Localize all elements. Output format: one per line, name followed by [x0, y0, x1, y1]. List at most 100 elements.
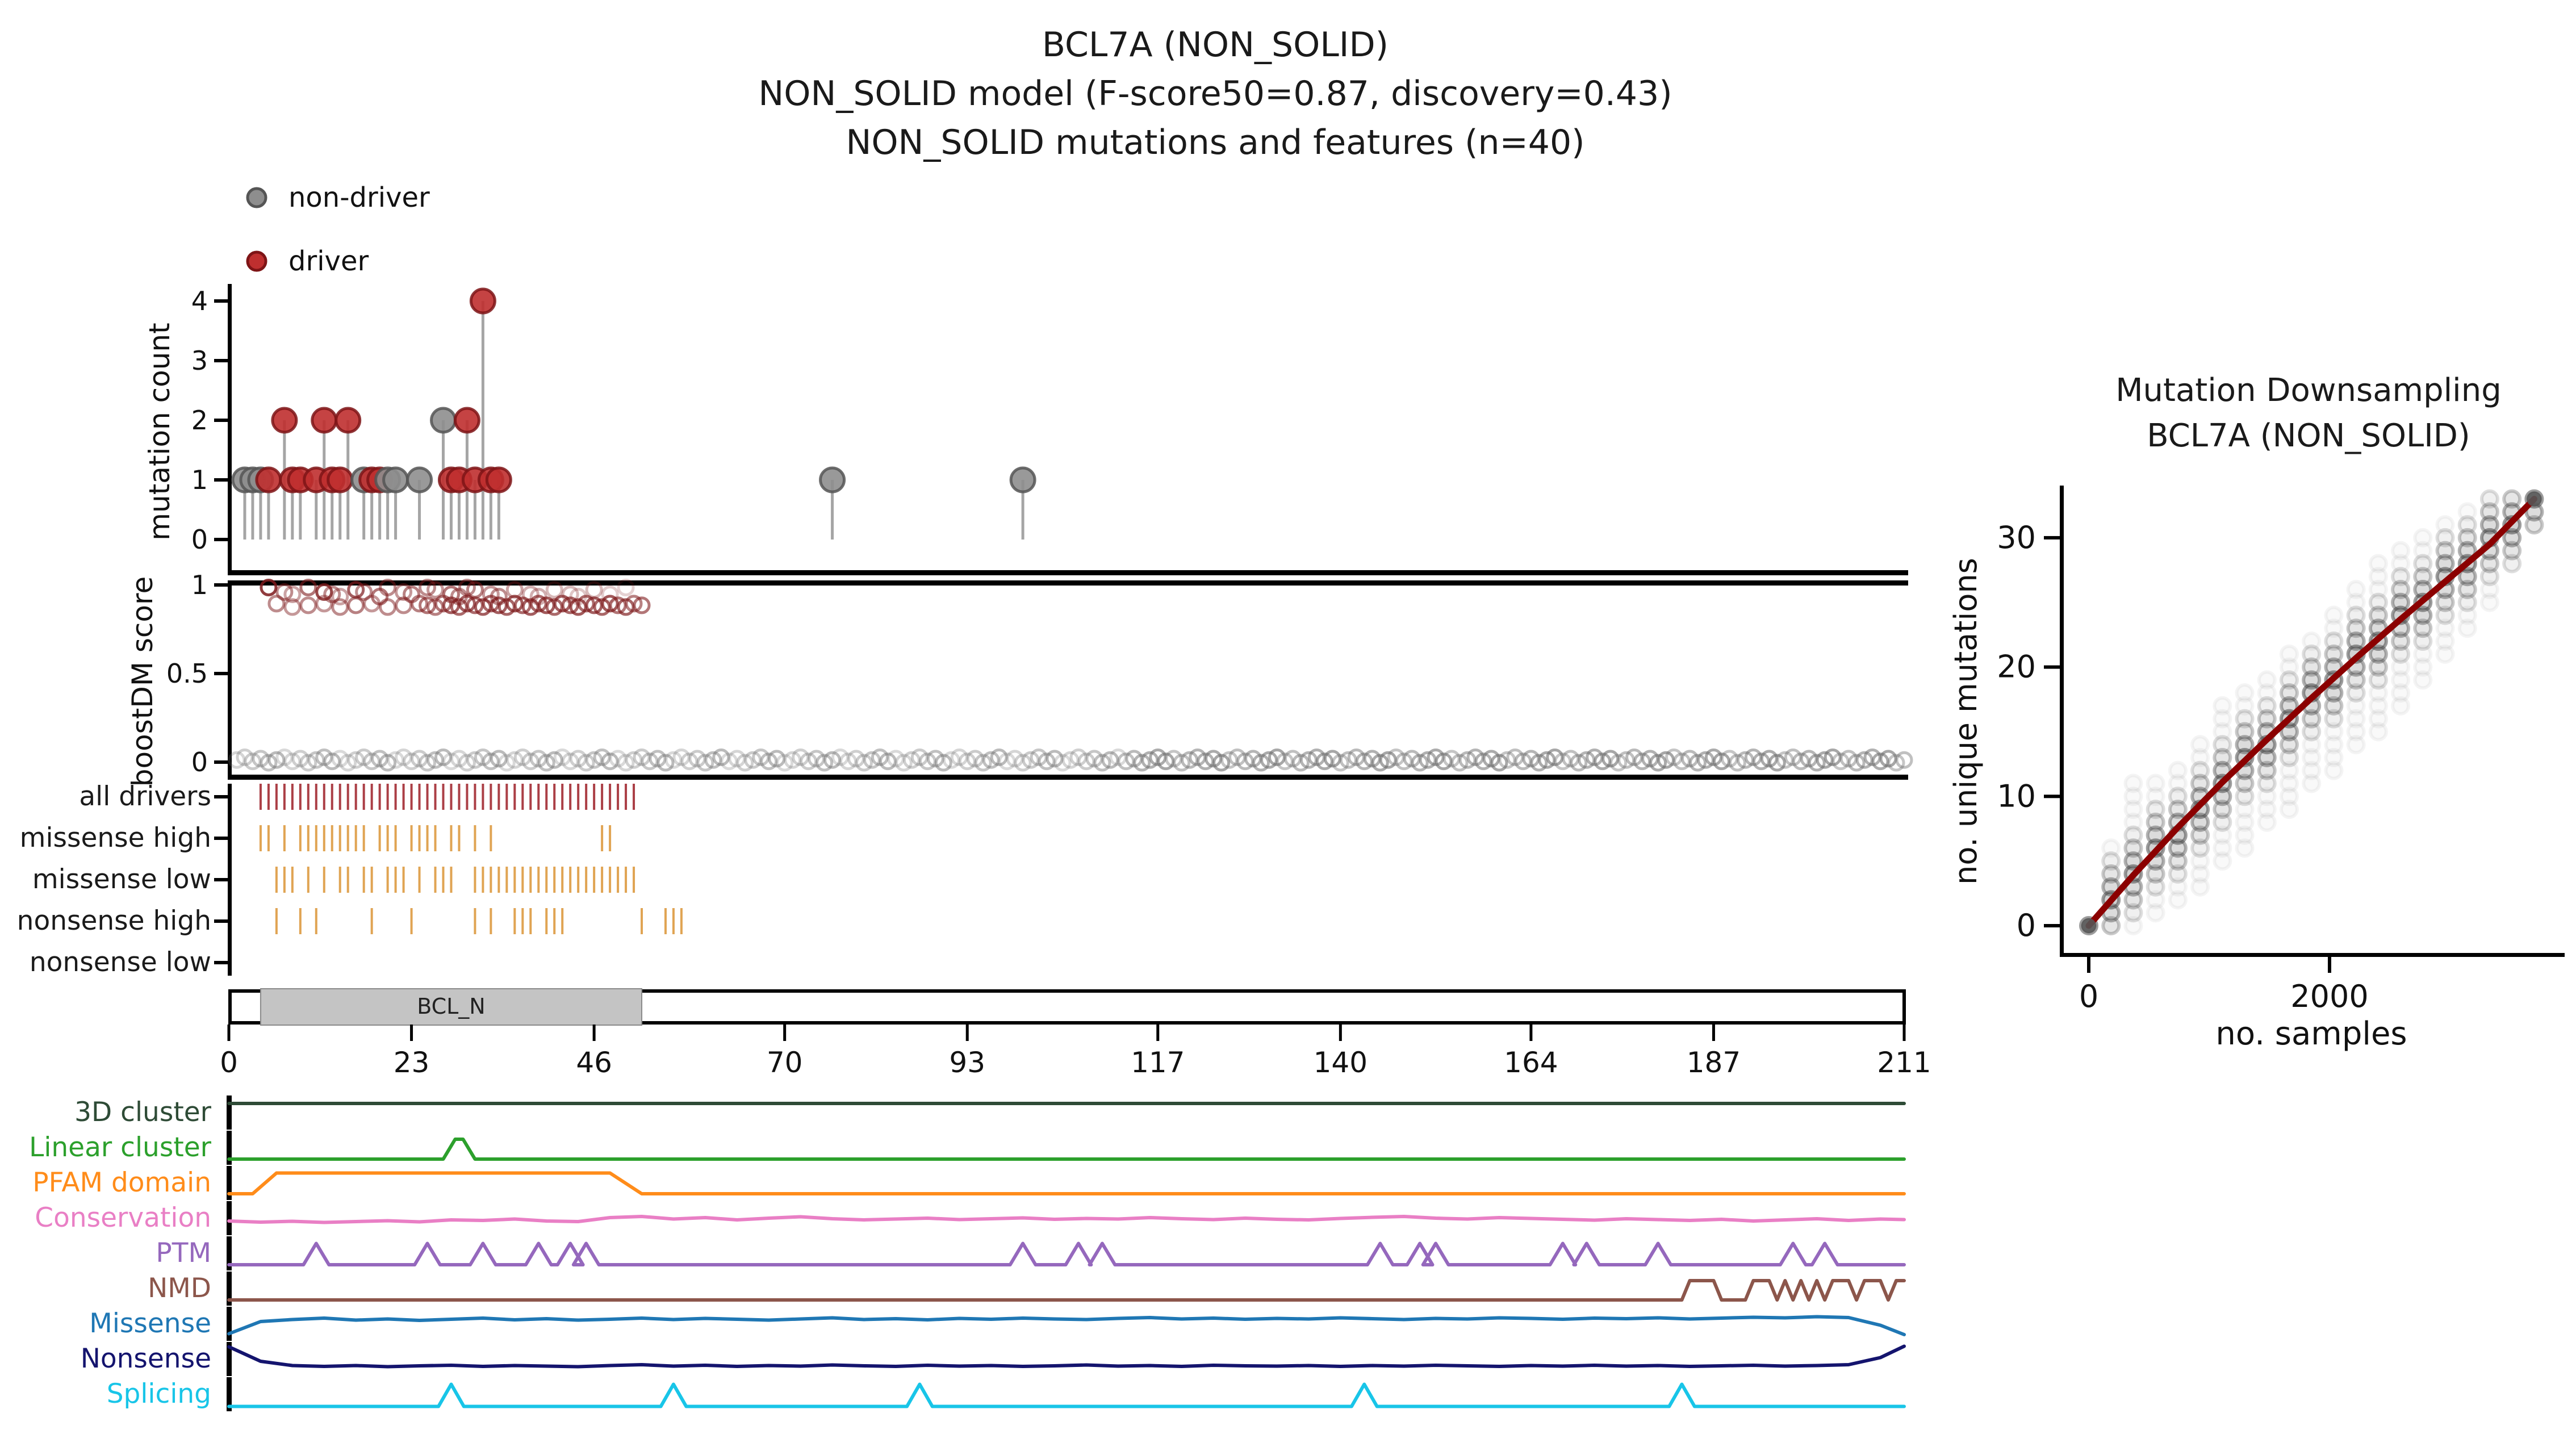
- non-driver-score-dot: [355, 748, 373, 766]
- downsampling-dot: [2235, 735, 2255, 755]
- downsampling-dot: [2346, 618, 2366, 638]
- non-driver-score-dot: [1371, 754, 1389, 772]
- non-driver-score-dot: [958, 752, 976, 771]
- downsampling-dot: [2190, 851, 2210, 871]
- driver-score-dot: [601, 595, 619, 613]
- downsampling-dot: [2146, 877, 2165, 897]
- non-driver-score-dot: [871, 748, 889, 766]
- driver-score-dot: [347, 596, 365, 614]
- driver-mutation-dot: [453, 407, 480, 434]
- downsampling-dot: [2368, 605, 2388, 625]
- non-driver-score-dot: [1117, 752, 1135, 771]
- downsampling-dot: [2346, 579, 2366, 599]
- non-driver-score-dot: [982, 751, 1000, 769]
- non-driver-score-dot: [521, 752, 540, 771]
- downsampling-dot: [2479, 489, 2499, 509]
- non-driver-score-dot: [1594, 752, 1612, 771]
- non-driver-score-dot: [1133, 754, 1151, 772]
- non-driver-score-dot: [228, 751, 246, 769]
- x-axis-tick-label: 211: [1877, 1046, 1931, 1079]
- downsampling-x-tick-label: 0: [2079, 979, 2098, 1014]
- downsampling-dot: [2213, 709, 2232, 729]
- non-driver-score-dot: [760, 752, 778, 771]
- downsampling-dot: [2457, 618, 2477, 638]
- non-driver-score-dot: [664, 751, 683, 769]
- downsampling-dot: [2235, 787, 2255, 806]
- non-driver-score-dot: [990, 748, 1008, 766]
- non-driver-score-dot: [577, 754, 595, 772]
- non-driver-score-dot: [823, 751, 842, 769]
- downsampling-y-tick-label: 30: [1997, 520, 2036, 555]
- downsampling-dot: [2257, 747, 2277, 767]
- non-driver-score-dot: [1069, 748, 1088, 766]
- downsampling-dot: [2457, 579, 2477, 599]
- non-driver-score-dot: [537, 754, 555, 772]
- downsampling-dot: [2502, 541, 2522, 561]
- downsampling-dot: [2391, 644, 2411, 664]
- downsampling-dot: [2435, 528, 2455, 547]
- downsampling-dot: [2413, 528, 2433, 547]
- needle-y-tick-label: 4: [191, 286, 208, 316]
- downsampling-dot: [2413, 618, 2433, 638]
- non-driver-score-dot: [419, 754, 437, 772]
- downsampling-dot: [2123, 812, 2143, 832]
- non-driver-score-dot: [497, 754, 516, 772]
- downsampling-dot: [2190, 773, 2210, 793]
- x-axis-tick-label: 23: [394, 1046, 430, 1079]
- non-driver-score-dot: [784, 751, 802, 769]
- feature-label-PFAM-domain: PFAM domain: [32, 1167, 211, 1198]
- non-driver-score-dot: [1157, 752, 1175, 771]
- downsampling-dot: [2391, 632, 2411, 651]
- non-driver-score-dot: [1315, 752, 1333, 771]
- needle-y-tick: [214, 419, 230, 422]
- downsampling-dot: [2391, 567, 2411, 587]
- downsampling-dot: [2368, 657, 2388, 677]
- non-driver-score-dot: [633, 748, 651, 766]
- downsampling-dot: [2235, 838, 2255, 858]
- non-driver-score-dot: [720, 752, 738, 771]
- driver-score-dot: [553, 595, 571, 613]
- downsampling-dot: [2279, 773, 2299, 793]
- downsampling-dot: [2279, 644, 2299, 664]
- downsampling-dot: [2168, 890, 2188, 910]
- downsampling-dot: [2235, 722, 2255, 742]
- downsampling-dot: [2479, 592, 2499, 612]
- feature-line: [227, 1382, 1906, 1408]
- non-driver-score-dot: [1006, 750, 1024, 768]
- downsampling-dot: [2279, 657, 2299, 677]
- non-driver-score-dot: [458, 754, 476, 772]
- downsampling-dot: [2190, 735, 2210, 755]
- downsampling-dot: [2257, 787, 2277, 806]
- downsampling-dot: [2279, 696, 2299, 716]
- non-driver-score-dot: [1331, 754, 1349, 772]
- driver-mutation-dot: [255, 466, 282, 494]
- non-driver-score-dot: [1816, 751, 1834, 769]
- driver-score-dot: [625, 595, 643, 613]
- non-driver-score-dot: [387, 751, 405, 769]
- downsampling-dot: [2435, 554, 2455, 574]
- non-driver-score-dot: [260, 754, 278, 772]
- non-driver-score-dot: [1109, 748, 1127, 766]
- non-driver-score-dot: [617, 754, 635, 772]
- downsampling-dot: [2457, 528, 2477, 547]
- downsampling-dot: [2324, 696, 2344, 716]
- non-driver-score-dot: [1847, 754, 1866, 772]
- driver-score-dot: [482, 595, 500, 613]
- downsampling-title-line-1: Mutation Downsampling: [2115, 372, 2502, 409]
- non-driver-score-dot: [974, 754, 992, 772]
- downsampling-dot: [2257, 696, 2277, 716]
- non-driver-score-dot: [1030, 748, 1048, 766]
- trend-end-dot: [2527, 491, 2542, 507]
- downsampling-dot: [2368, 722, 2388, 742]
- non-driver-score-dot: [545, 751, 563, 769]
- downsampling-dot: [2346, 592, 2366, 612]
- downsampling-dot: [2190, 812, 2210, 832]
- downsampling-dot: [2168, 877, 2188, 897]
- non-driver-score-dot: [1165, 750, 1183, 768]
- downsampling-dot: [2168, 851, 2188, 871]
- feature-spine-segment: [227, 1272, 232, 1306]
- driver-score-dot: [299, 596, 317, 614]
- non-driver-score-dot: [886, 750, 905, 768]
- downsampling-dot: [2235, 800, 2255, 819]
- non-driver-score-dot: [918, 752, 936, 771]
